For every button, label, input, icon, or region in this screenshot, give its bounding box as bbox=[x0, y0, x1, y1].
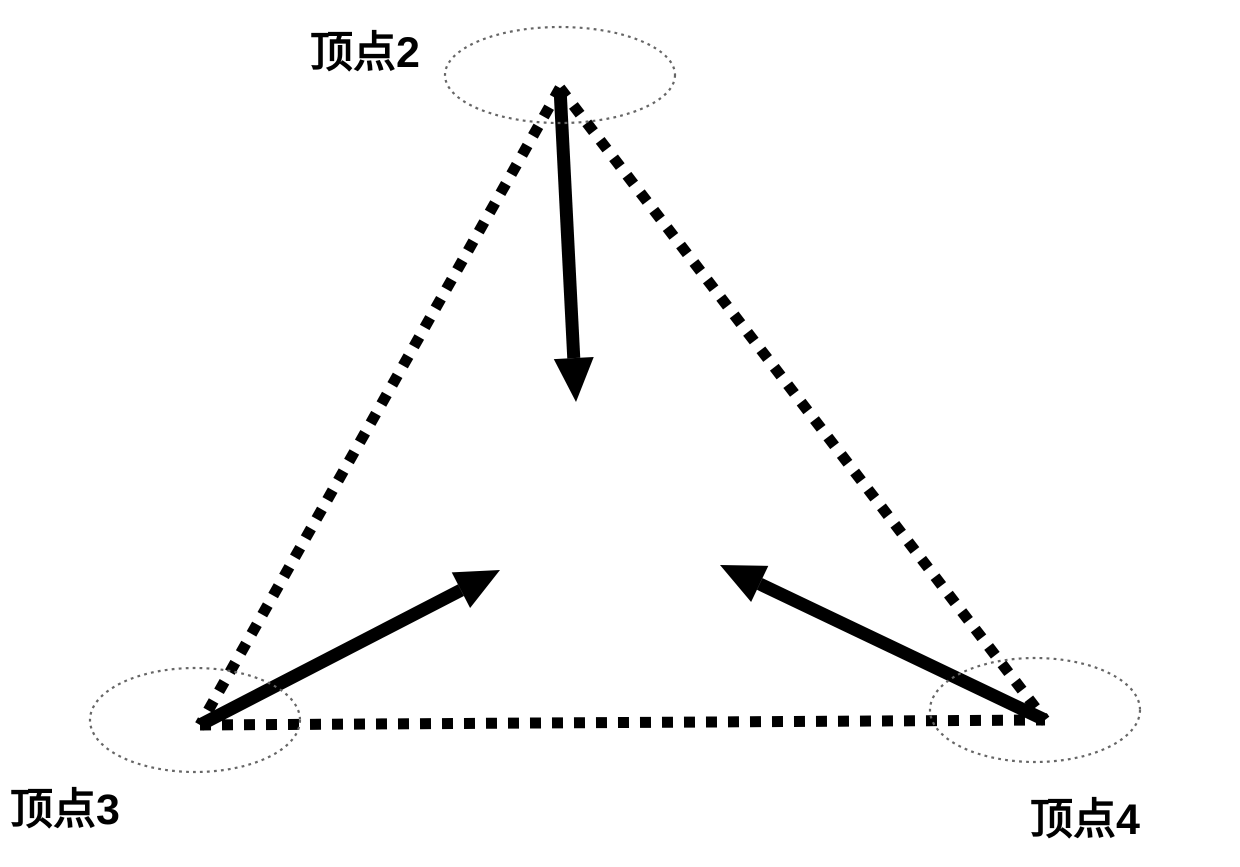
arrow-shaft bbox=[760, 584, 1045, 720]
vertex-label-v2: 顶点2 bbox=[310, 18, 420, 80]
arrow-shaft bbox=[560, 88, 574, 358]
vertex-label-v3: 顶点3 bbox=[10, 775, 120, 837]
vertex-label-v4: 顶点4 bbox=[1030, 785, 1140, 847]
triangle-edge bbox=[200, 720, 1045, 725]
arrow-shaft bbox=[200, 590, 461, 725]
triangle-edge bbox=[560, 88, 1045, 720]
arrow-head bbox=[554, 357, 594, 402]
diagram-canvas bbox=[0, 0, 1240, 867]
